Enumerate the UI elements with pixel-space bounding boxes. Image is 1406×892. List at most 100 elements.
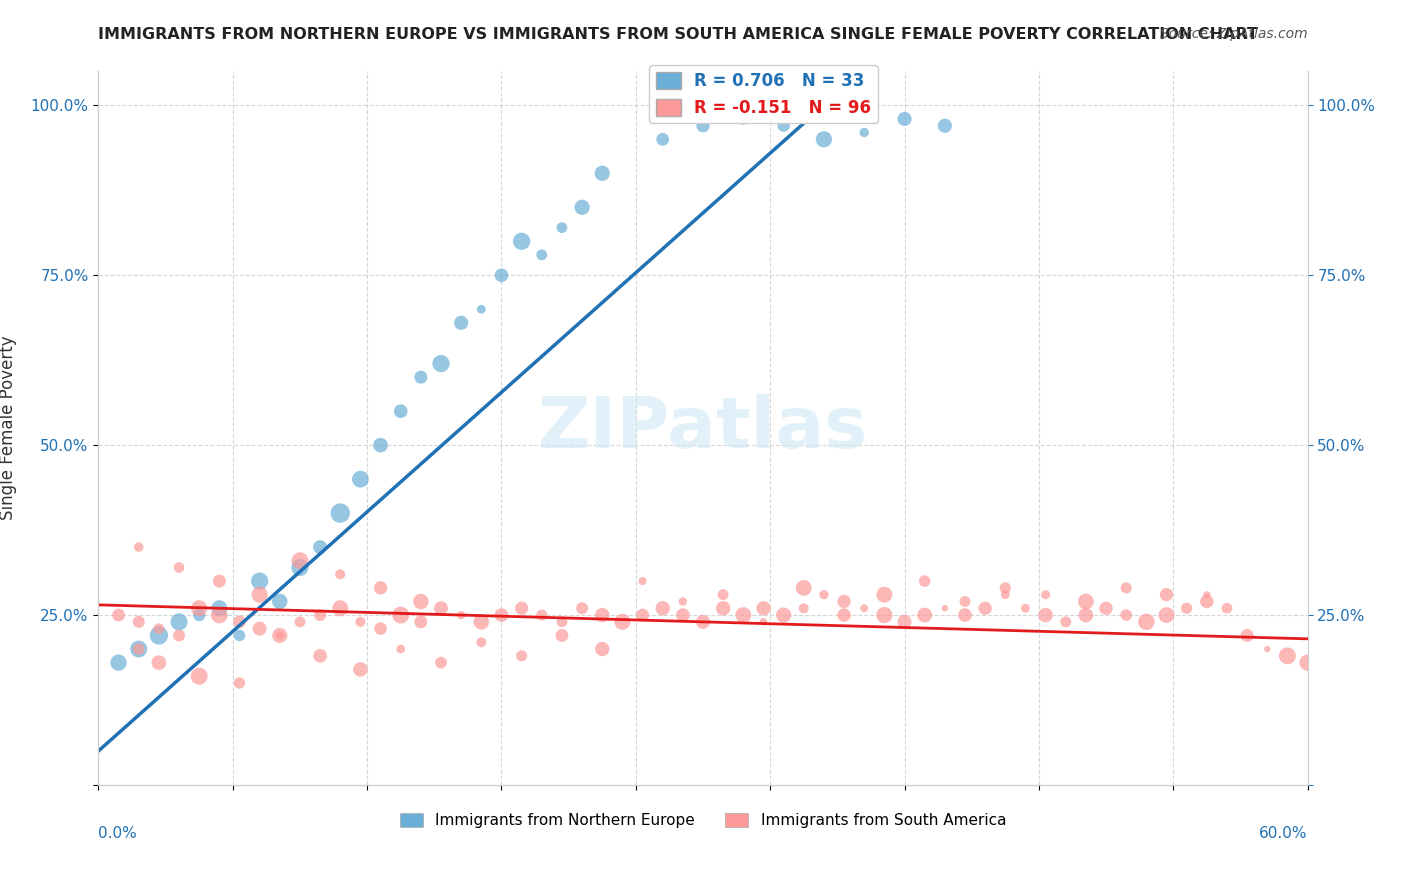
Point [994,581,1017,595]
Point [711,601,734,615]
Point [1236,628,1258,642]
Point [953,594,976,608]
Point [470,615,492,629]
Point [430,601,453,615]
Text: ZIPatlas: ZIPatlas [538,393,868,463]
Point [370,438,392,452]
Point [551,628,574,642]
Text: 60.0%: 60.0% [1260,827,1308,841]
Point [1195,594,1218,608]
Point [309,648,332,663]
Point [631,608,654,623]
Point [329,601,352,615]
Point [914,574,936,588]
Point [188,669,211,683]
Point [128,642,150,657]
Point [208,601,231,615]
Point [591,608,613,623]
Point [167,560,190,574]
Point [832,608,855,623]
Point [249,574,271,588]
Point [551,615,574,629]
Point [772,119,794,133]
Point [288,615,311,629]
Point [1035,608,1057,623]
Point [167,615,190,629]
Point [107,656,129,670]
Point [692,119,714,133]
Point [1296,656,1319,670]
Point [269,594,291,608]
Point [510,601,533,615]
Point [772,608,794,623]
Text: IMMIGRANTS FROM NORTHERN EUROPE VS IMMIGRANTS FROM SOUTH AMERICA SINGLE FEMALE P: IMMIGRANTS FROM NORTHERN EUROPE VS IMMIG… [98,27,1258,42]
Point [1035,588,1057,602]
Point [530,608,553,623]
Point [612,615,634,629]
Point [832,594,855,608]
Point [288,554,311,568]
Point [450,608,472,623]
Point [934,601,956,615]
Point [873,588,896,602]
Point [510,648,533,663]
Point [188,601,211,615]
Point [974,601,997,615]
Point [470,635,492,649]
Point [1216,601,1239,615]
Point [934,119,956,133]
Point [1115,608,1137,623]
Point [208,608,231,623]
Point [249,588,271,602]
Point [1156,608,1178,623]
Point [651,601,673,615]
Point [349,615,371,629]
Point [530,248,553,262]
Point [813,132,835,146]
Text: 0.0%: 0.0% [98,827,138,841]
Point [430,357,453,371]
Point [1115,581,1137,595]
Y-axis label: Single Female Poverty: Single Female Poverty [0,336,17,520]
Point [853,601,876,615]
Point [711,588,734,602]
Point [591,166,613,180]
Point [228,676,250,690]
Point [752,601,775,615]
Point [813,588,835,602]
Point [128,540,150,554]
Text: Source: ZipAtlas.com: Source: ZipAtlas.com [1160,27,1308,41]
Point [228,615,250,629]
Point [893,615,915,629]
Point [1095,601,1118,615]
Point [1195,588,1218,602]
Point [349,662,371,676]
Point [873,608,896,623]
Point [510,234,533,248]
Point [269,628,291,642]
Point [389,608,412,623]
Point [148,628,170,642]
Point [793,581,815,595]
Point [551,220,574,235]
Point [349,472,371,486]
Point [288,560,311,574]
Point [107,608,129,623]
Point [409,615,432,629]
Point [309,608,332,623]
Point [128,615,150,629]
Point [994,588,1017,602]
Point [752,615,775,629]
Legend: Immigrants from Northern Europe, Immigrants from South America: Immigrants from Northern Europe, Immigra… [394,807,1012,834]
Point [1135,615,1157,629]
Point [953,608,976,623]
Point [571,601,593,615]
Point [1175,601,1198,615]
Point [733,112,755,126]
Point [470,302,492,317]
Point [692,615,714,629]
Point [914,608,936,623]
Point [309,540,332,554]
Point [370,622,392,636]
Point [793,601,815,615]
